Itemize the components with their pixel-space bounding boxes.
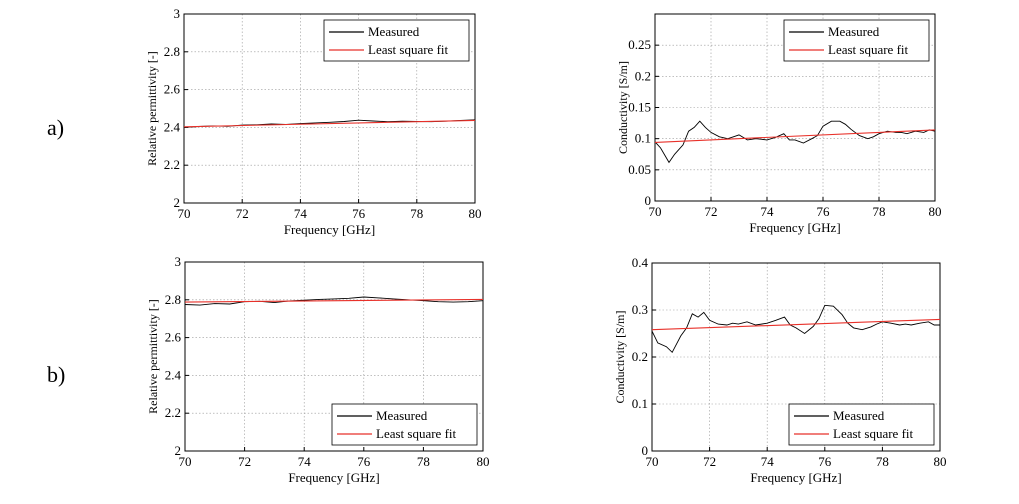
- x-tick-label: 70: [179, 454, 192, 469]
- y-tick-label: 0.3: [632, 302, 648, 317]
- series-line-fit: [651, 318, 941, 331]
- y-tick-label: 0.2: [635, 68, 651, 83]
- legend-label: Least square fit: [828, 42, 909, 57]
- y-tick-label: 3: [175, 254, 182, 269]
- series-line-fit: [183, 119, 476, 128]
- series-line-measured: [184, 296, 484, 306]
- y-tick-label: 2.2: [164, 157, 180, 172]
- x-tick-label: 72: [703, 454, 716, 469]
- x-axis-label: Frequency [GHz]: [749, 220, 840, 235]
- series-line-measured: [651, 304, 940, 354]
- y-axis-label: Relative permittivity [-]: [145, 51, 159, 166]
- x-tick-label: 78: [410, 206, 423, 221]
- x-tick-label: 80: [934, 454, 947, 469]
- y-tick-label: 0.05: [628, 162, 651, 177]
- x-tick-label: 76: [352, 206, 366, 221]
- plot-frame: [184, 261, 484, 452]
- y-tick-label: 2.8: [165, 292, 181, 307]
- y-axis-label: Relative permittivity [-]: [146, 299, 160, 414]
- y-tick-label: 0.2: [632, 349, 648, 364]
- x-tick-label: 80: [469, 206, 482, 221]
- legend-label: Least square fit: [376, 426, 457, 441]
- x-tick-label: 80: [929, 204, 942, 219]
- y-tick-label: 0.4: [632, 255, 649, 270]
- x-tick-label: 80: [477, 454, 490, 469]
- x-tick-label: 78: [873, 204, 886, 219]
- y-tick-label: 0.25: [628, 37, 651, 52]
- y-axis-label: Conductivity [S/m]: [613, 310, 627, 403]
- legend-box: [331, 403, 478, 446]
- x-tick-label: 78: [876, 454, 889, 469]
- legend-box: [788, 403, 935, 446]
- legend-label: Measured: [376, 408, 428, 423]
- x-tick-label: 70: [178, 206, 191, 221]
- y-tick-label: 0.1: [635, 131, 651, 146]
- x-tick-label: 72: [705, 204, 718, 219]
- y-tick-label: 0.15: [628, 100, 651, 115]
- legend-label: Least square fit: [833, 426, 914, 441]
- y-tick-label: 2.6: [164, 82, 181, 97]
- plot-frame: [183, 13, 476, 204]
- chart-2: 70 72 74 76 78 80 0 0.05 0.1 0.15 0.2 0.25 Frequency…: [616, 13, 942, 235]
- y-axis-label: Conductivity [S/m]: [616, 61, 630, 154]
- y-tick-label: 2.4: [164, 119, 181, 134]
- x-axis-label: Frequency [GHz]: [284, 222, 375, 237]
- x-tick-label: 70: [649, 204, 662, 219]
- row-label-a: a): [47, 115, 65, 140]
- y-tick-label: 0: [645, 193, 652, 208]
- x-tick-label: 78: [417, 454, 430, 469]
- legend-label: Measured: [828, 24, 880, 39]
- chart-1: 70 72 74 76 78 80 2 2.2 2.4 2.6 2.8 3 Frequency [GHz…: [145, 6, 482, 237]
- legend-label: Least square fit: [368, 42, 449, 57]
- x-tick-label: 74: [298, 454, 312, 469]
- legend-label: Measured: [833, 408, 885, 423]
- legend-box: [783, 19, 930, 62]
- x-tick-label: 76: [817, 204, 831, 219]
- y-tick-label: 0: [642, 443, 649, 458]
- y-tick-label: 2.2: [165, 405, 181, 420]
- x-tick-label: 74: [294, 206, 308, 221]
- x-axis-label: Frequency [GHz]: [750, 470, 841, 485]
- legend-box: [323, 19, 470, 62]
- x-tick-label: 74: [761, 204, 775, 219]
- series-line-fit: [654, 129, 936, 143]
- y-tick-label: 2.6: [165, 330, 182, 345]
- x-tick-label: 76: [357, 454, 371, 469]
- y-tick-label: 2.8: [164, 44, 180, 59]
- x-tick-label: 70: [646, 454, 659, 469]
- y-tick-label: 0.1: [632, 396, 648, 411]
- x-tick-label: 72: [236, 206, 249, 221]
- x-tick-label: 74: [761, 454, 775, 469]
- x-axis-label: Frequency [GHz]: [288, 470, 379, 485]
- x-tick-label: 76: [818, 454, 832, 469]
- y-tick-label: 2.4: [165, 367, 182, 382]
- row-label-b: b): [47, 362, 66, 387]
- series-line-fit: [184, 298, 484, 303]
- y-tick-label: 3: [174, 6, 181, 21]
- chart-4: 70 72 74 76 78 80 0 0.1 0.2 0.3 0.4 Frequency [GHz]…: [613, 255, 947, 485]
- legend-label: Measured: [368, 24, 420, 39]
- series-line-measured: [654, 120, 936, 164]
- chart-3: 70 72 74 76 78 80 2 2.2 2.4 2.6 2.8 3 Frequency [GHz…: [146, 254, 490, 485]
- y-tick-label: 2: [175, 443, 182, 458]
- y-tick-label: 2: [174, 195, 181, 210]
- x-tick-label: 72: [238, 454, 251, 469]
